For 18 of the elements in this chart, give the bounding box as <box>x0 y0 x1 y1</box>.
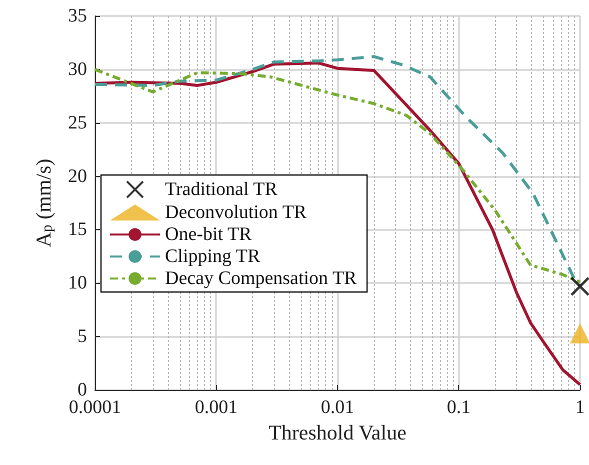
x-axis-title: Threshold Value <box>268 420 406 444</box>
y-tick-label: 25 <box>68 112 87 134</box>
x-tick-label: 0.01 <box>320 397 354 418</box>
y-tick-label: 10 <box>68 272 87 294</box>
y-tick-label: 20 <box>68 166 87 187</box>
legend-label: Clipping TR <box>165 246 261 267</box>
x-tick-label: 0.001 <box>194 397 238 418</box>
legend-label: Traditional TR <box>165 179 278 200</box>
y-tick-label: 5 <box>78 326 87 348</box>
legend-label: One-bit TR <box>165 224 252 245</box>
y-tick-label: 15 <box>68 219 87 240</box>
y-tick-label: 30 <box>68 58 87 80</box>
y-axis-title: Ap (mm/s) <box>32 158 56 248</box>
x-tick-label: 1 <box>575 397 585 418</box>
y-tick-label: 35 <box>68 6 87 26</box>
legend-label: Deconvolution TR <box>165 202 307 223</box>
x-tick-label: 0.1 <box>446 397 471 418</box>
legend-label: Decay Compensation TR <box>165 268 358 289</box>
